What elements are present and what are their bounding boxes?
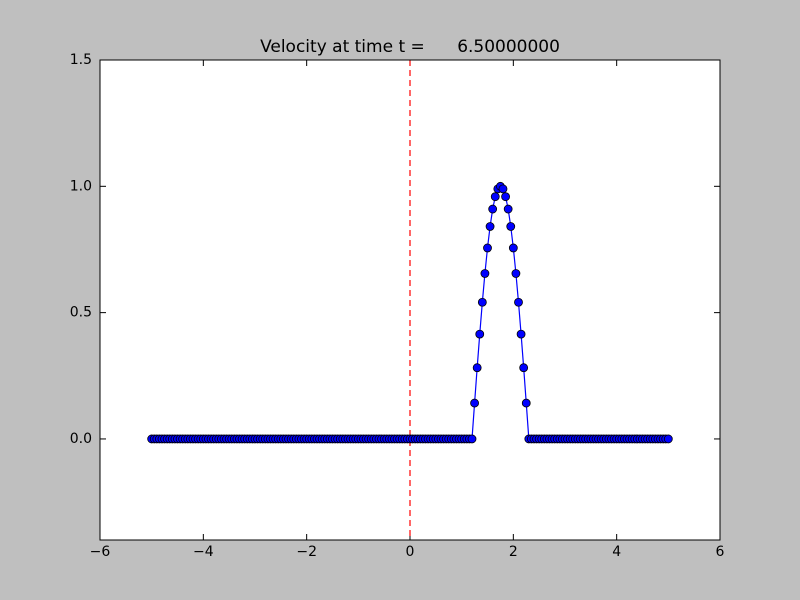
y-tick-label: 1.0 [70, 178, 92, 194]
x-tick-label: 2 [509, 544, 518, 560]
data-point [483, 243, 492, 253]
data-point [516, 329, 526, 339]
data-point [511, 269, 521, 278]
data-point [503, 204, 513, 214]
data-point [477, 297, 487, 307]
data-point [470, 398, 479, 408]
data-point [506, 222, 516, 231]
y-tick-label: 0.5 [70, 305, 92, 321]
data-point [475, 329, 485, 339]
x-tick-label: −2 [296, 544, 317, 560]
data-point [490, 192, 500, 202]
data-point [501, 192, 510, 202]
x-tick-label: −4 [193, 544, 214, 560]
data-point [472, 363, 482, 373]
x-tick-label: 6 [716, 544, 725, 560]
x-tick-label: 4 [612, 544, 621, 560]
x-tick-label: −6 [90, 544, 111, 560]
data-point [467, 434, 477, 444]
data-point [498, 184, 508, 194]
y-tick-label: 0.0 [70, 431, 92, 447]
data-point [480, 269, 490, 278]
data-point [519, 363, 529, 373]
plot-frame [99, 59, 721, 541]
data-point [521, 398, 531, 408]
data-point [508, 243, 518, 253]
data-point [485, 222, 495, 231]
chart-title: Velocity at time t = 6.50000000 [260, 37, 560, 57]
data-point [488, 204, 498, 214]
data-point [514, 297, 523, 307]
data-point [663, 434, 673, 444]
y-tick-label: 1.5 [70, 52, 92, 68]
x-tick-label: 0 [406, 544, 415, 560]
